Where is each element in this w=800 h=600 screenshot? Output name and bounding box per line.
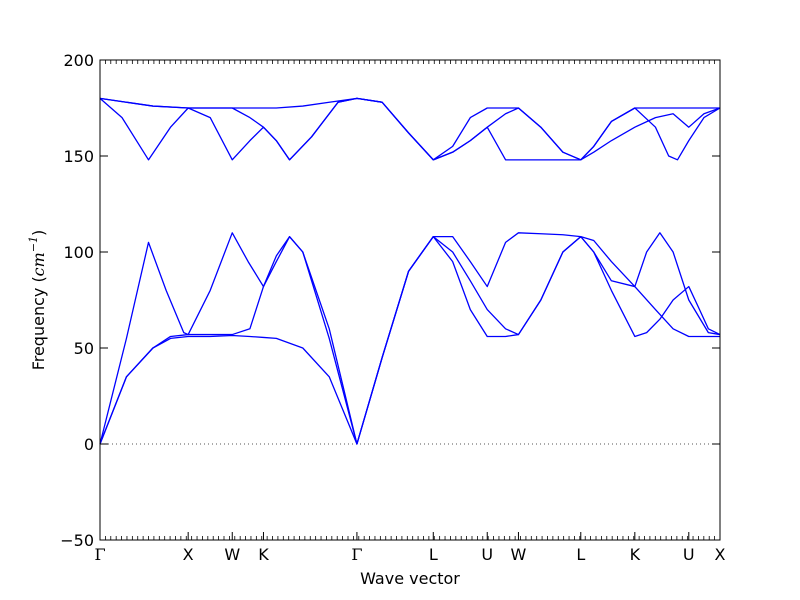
y-tick-label: 50 bbox=[74, 339, 94, 358]
y-axis-label-text: Frequency ( bbox=[29, 276, 48, 370]
x-tick-label: U bbox=[481, 545, 493, 564]
series-lines bbox=[99, 97, 721, 445]
x-tick-label: X bbox=[715, 545, 726, 564]
x-tick-label: X bbox=[183, 545, 194, 564]
y-tick-label: 100 bbox=[63, 243, 94, 262]
dispersion-branch-4 bbox=[99, 97, 721, 161]
y-tick-label: 150 bbox=[63, 147, 94, 166]
x-tick-label: Γ bbox=[351, 545, 362, 564]
y-axis-label: Frequency (cm−1) bbox=[27, 230, 48, 371]
dispersion-branch-6 bbox=[99, 97, 720, 161]
x-tick-label: K bbox=[258, 545, 269, 564]
x-axis-label: Wave vector bbox=[360, 569, 460, 588]
x-tick-label: L bbox=[429, 545, 438, 564]
y-axis-unit-exponent: −1 bbox=[27, 236, 40, 252]
y-tick-label: −50 bbox=[60, 531, 94, 550]
plot-frame bbox=[99, 59, 721, 541]
y-axis-label-close: ) bbox=[29, 230, 48, 236]
y-tick-label: 0 bbox=[84, 435, 94, 454]
y-axis-unit: cm bbox=[29, 252, 48, 276]
x-tick-label: W bbox=[224, 545, 240, 564]
dispersion-branch-3 bbox=[99, 235, 720, 445]
dispersion-branch-2 bbox=[99, 232, 721, 445]
x-tick-label: Γ bbox=[94, 545, 105, 564]
y-tick-label: 200 bbox=[63, 51, 94, 70]
dispersion-branch-1 bbox=[99, 232, 721, 445]
x-tick-label: W bbox=[511, 545, 527, 564]
x-tick-label: U bbox=[683, 545, 695, 564]
x-tick-label: L bbox=[576, 545, 585, 564]
x-tick-label: K bbox=[630, 545, 641, 564]
